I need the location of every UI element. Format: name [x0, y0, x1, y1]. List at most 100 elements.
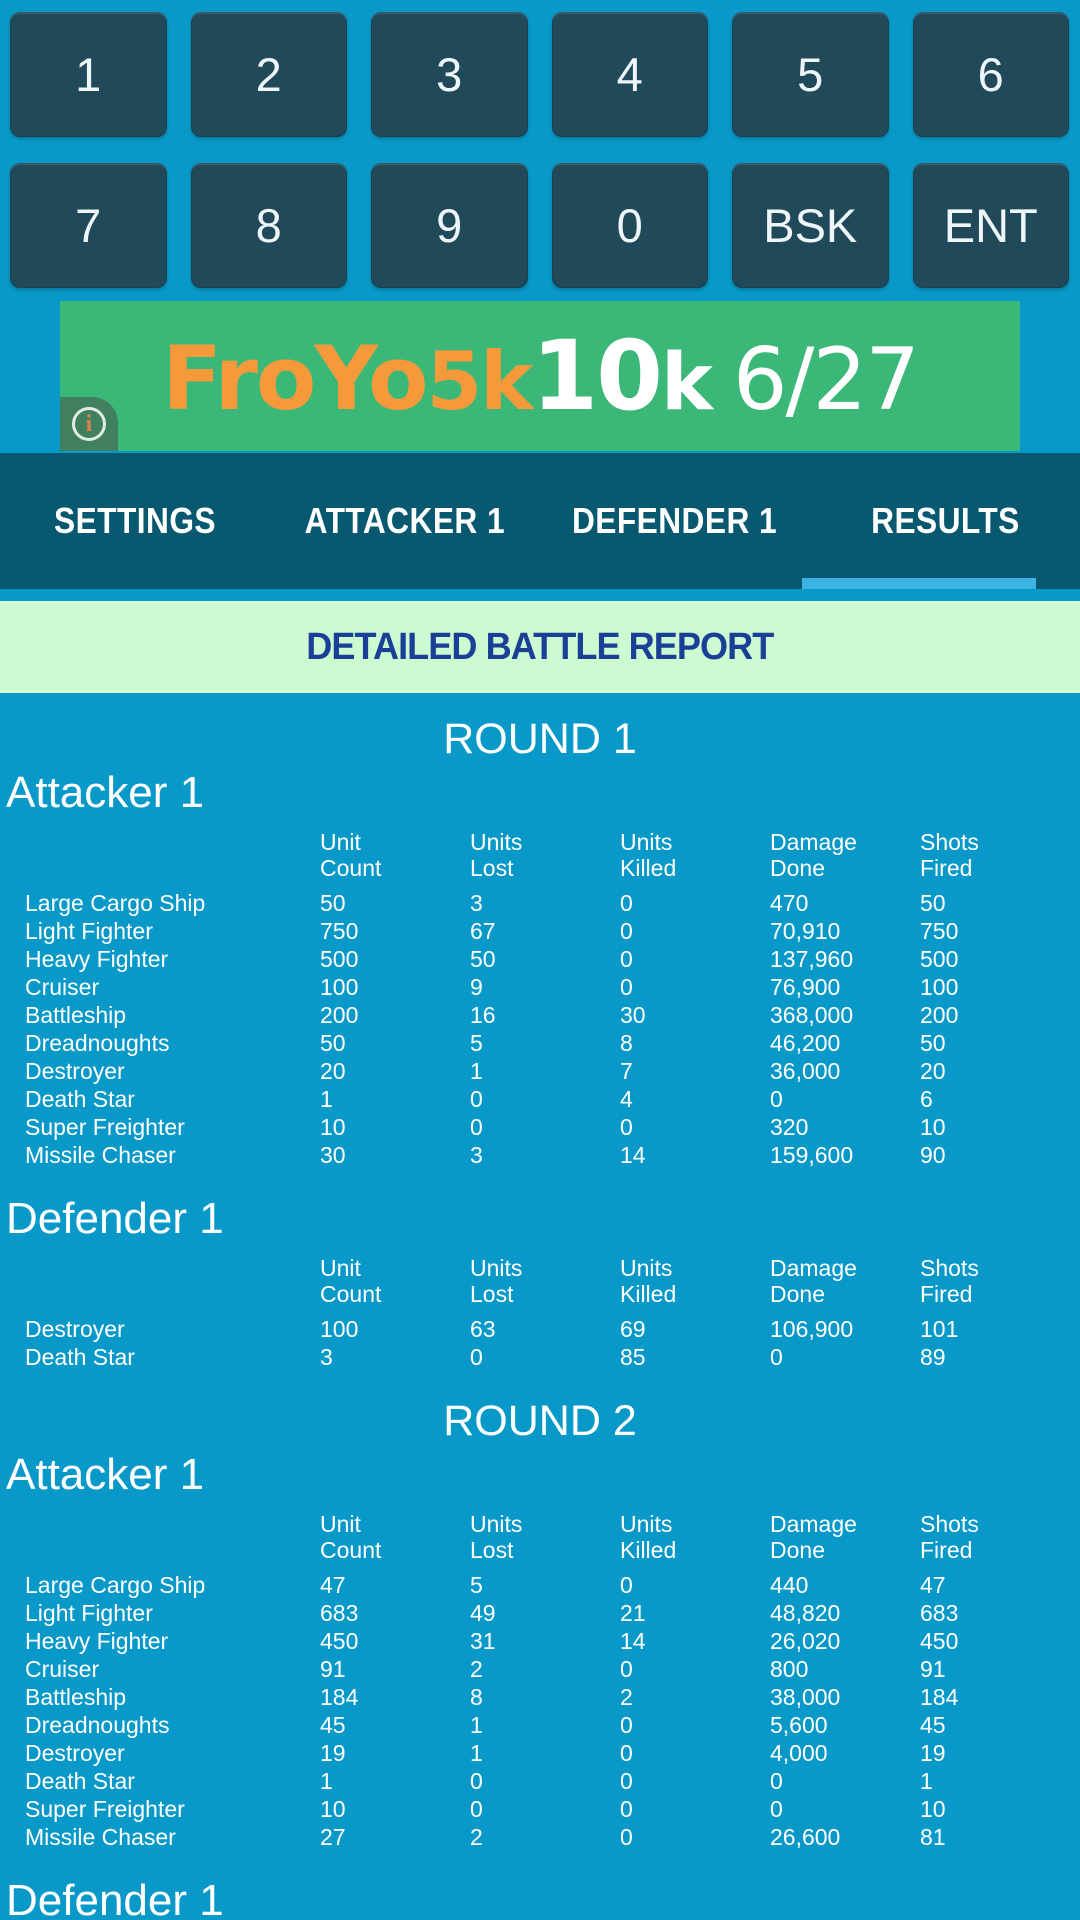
key-3[interactable]: 3	[371, 12, 528, 137]
value-cell: 0	[620, 946, 633, 972]
tab-results[interactable]: RESULTS	[810, 453, 1080, 589]
value-cell: 50	[320, 890, 346, 916]
ad-date: 6/27	[732, 330, 920, 430]
ship-name-cell: Cruiser	[25, 1656, 100, 1682]
value-cell: 46,200	[770, 1030, 841, 1056]
key-5[interactable]: 5	[732, 12, 889, 137]
ad-brand-10: 10	[531, 320, 663, 432]
column-header: Shots Fired	[920, 1511, 979, 1563]
value-cell: 50	[470, 946, 496, 972]
value-cell: 470	[770, 890, 809, 916]
column-header: Damage Done	[770, 829, 857, 881]
value-cell: 50	[920, 1030, 946, 1056]
value-cell: 0	[620, 1768, 633, 1794]
value-cell: 1	[470, 1058, 483, 1084]
value-cell: 2	[620, 1684, 633, 1710]
value-cell: 1	[320, 1768, 333, 1794]
ship-name-cell: Super Freighter	[25, 1796, 185, 1822]
value-cell: 76,900	[770, 974, 841, 1000]
value-cell: 0	[620, 918, 633, 944]
value-cell: 36,000	[770, 1058, 841, 1084]
ship-name-cell: Battleship	[25, 1002, 127, 1028]
ship-name-cell: Battleship	[25, 1684, 127, 1710]
column-header: Units Killed	[620, 1255, 677, 1307]
key-bsk[interactable]: BSK	[732, 163, 889, 288]
table-row: Large Cargo Ship 50 3 0 470 50	[0, 889, 1080, 917]
column-header: Units Lost	[470, 1255, 523, 1307]
key-8[interactable]: 8	[190, 163, 347, 288]
table-header-row: Unit Count Units Lost Units Killed Damage Done S…	[0, 1255, 1080, 1307]
key-4[interactable]: 4	[551, 12, 708, 137]
tab-label: DEFENDER 1	[572, 500, 778, 541]
table-row: Super Freighter 10 0 0 320 10	[0, 1113, 1080, 1141]
ship-name-cell: Dreadnoughts	[25, 1030, 170, 1056]
key-0[interactable]: 0	[551, 163, 708, 288]
value-cell: 38,000	[770, 1684, 841, 1710]
key-9[interactable]: 9	[371, 163, 528, 288]
table-row: Destroyer 100 63 69 106,900 101	[0, 1315, 1080, 1343]
ship-name-cell: Cruiser	[25, 974, 100, 1000]
ship-name-cell: Heavy Fighter	[25, 946, 169, 972]
value-cell: 500	[320, 946, 359, 972]
value-cell: 184	[920, 1684, 959, 1710]
table-row: Cruiser 100 9 0 76,900 100	[0, 973, 1080, 1001]
report-title: DETAILED BATTLE REPORT	[306, 625, 774, 668]
table-row: Death Star 1 0 4 0 6	[0, 1085, 1080, 1113]
ship-name-cell: Destroyer	[25, 1058, 125, 1084]
key-2[interactable]: 2	[190, 12, 347, 137]
table-row: Large Cargo Ship 47 5 0 440 47	[0, 1571, 1080, 1599]
value-cell: 10	[320, 1796, 346, 1822]
value-cell: 4	[620, 1086, 633, 1112]
value-cell: 47	[920, 1572, 946, 1598]
ship-name-cell: Death Star	[25, 1086, 135, 1112]
value-cell: 31	[470, 1628, 496, 1654]
value-cell: 81	[920, 1824, 946, 1850]
column-header: Shots Fired	[920, 1255, 979, 1307]
table-row: Light Fighter 683 49 21 48,820 683	[0, 1599, 1080, 1627]
table-row: Destroyer 19 1 0 4,000 19	[0, 1739, 1080, 1767]
tab-defender-1[interactable]: DEFENDER 1	[540, 453, 810, 589]
column-header: Unit Count	[320, 1255, 382, 1307]
value-cell: 0	[620, 974, 633, 1000]
table-row: Missile Chaser 27 2 0 26,600 81	[0, 1823, 1080, 1851]
value-cell: 9	[470, 974, 483, 1000]
value-cell: 368,000	[770, 1002, 854, 1028]
ad-banner[interactable]: FroYo5k10k 6/27 i	[60, 301, 1020, 451]
value-cell: 4,000	[770, 1740, 828, 1766]
value-cell: 750	[920, 918, 959, 944]
ship-name-cell: Missile Chaser	[25, 1142, 176, 1168]
value-cell: 1	[470, 1740, 483, 1766]
value-cell: 0	[470, 1796, 483, 1822]
tab-settings[interactable]: SETTINGS	[0, 453, 270, 589]
value-cell: 30	[620, 1002, 646, 1028]
ship-name-cell: Large Cargo Ship	[25, 890, 206, 916]
ship-name-cell: Dreadnoughts	[25, 1712, 170, 1738]
value-cell: 67	[470, 918, 496, 944]
key-1[interactable]: 1	[10, 12, 167, 137]
value-cell: 16	[470, 1002, 496, 1028]
value-cell: 100	[320, 974, 359, 1000]
value-cell: 50	[320, 1030, 346, 1056]
value-cell: 3	[320, 1344, 333, 1370]
ship-name-cell: Heavy Fighter	[25, 1628, 169, 1654]
value-cell: 0	[470, 1768, 483, 1794]
value-cell: 90	[920, 1142, 946, 1168]
tab-attacker-1[interactable]: ATTACKER 1	[270, 453, 540, 589]
value-cell: 0	[770, 1768, 783, 1794]
value-cell: 0	[620, 890, 633, 916]
value-cell: 5	[470, 1030, 483, 1056]
value-cell: 5	[470, 1572, 483, 1598]
value-cell: 27	[320, 1824, 346, 1850]
round-title: ROUND 1	[443, 715, 637, 763]
battle-report: ROUND 1 Attacker 1 Unit Count Units Lost Units…	[0, 715, 1080, 1920]
column-header: Unit Count	[320, 829, 382, 881]
value-cell: 106,900	[770, 1316, 854, 1342]
ad-info-button[interactable]: i	[60, 397, 118, 451]
table-row: Battleship 184 8 2 38,000 184	[0, 1683, 1080, 1711]
key-ent[interactable]: ENT	[912, 163, 1069, 288]
key-7[interactable]: 7	[10, 163, 167, 288]
key-6[interactable]: 6	[912, 12, 1069, 137]
